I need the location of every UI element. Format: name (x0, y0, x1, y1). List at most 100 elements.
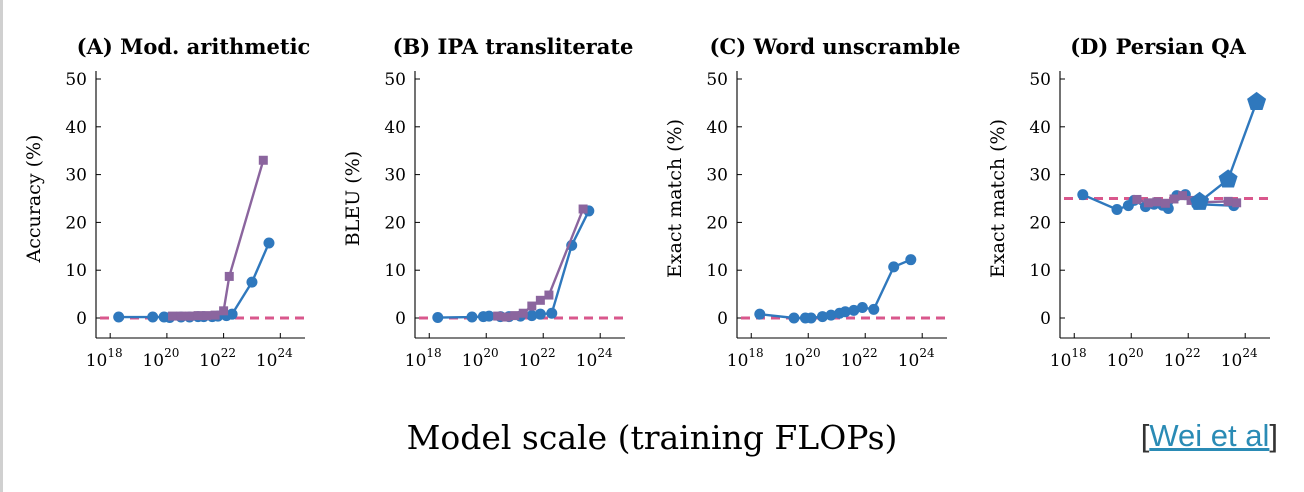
citation-close-bracket: ] (1269, 418, 1278, 453)
x-tick-base: 10 (142, 351, 164, 371)
data-point-square (510, 311, 520, 321)
citation-link[interactable]: Wei et al (1149, 418, 1270, 453)
data-point-circle (263, 237, 275, 249)
x-axis-title: Model scale (training FLOPs) (406, 418, 898, 457)
series-line-0 (759, 258, 912, 320)
x-tick-base: 10 (86, 351, 108, 371)
x-tick-base: 10 (405, 351, 427, 371)
data-point-square (1223, 196, 1233, 206)
x-tick-base: 10 (727, 351, 749, 371)
x-tick-label: 1020 (142, 346, 179, 371)
data-point-circle (788, 312, 800, 324)
data-point-square (493, 311, 503, 321)
x-tick-exponent: 18 (426, 346, 441, 360)
x-tick-label: 1024 (256, 346, 293, 371)
data-point-square (185, 311, 195, 321)
data-point-circle (147, 311, 159, 323)
panel-title: (B) IPA transliterate (393, 34, 634, 59)
x-tick-exponent: 20 (1128, 346, 1143, 360)
y-tick-label: 10 (384, 261, 406, 281)
y-tick-label: 40 (706, 118, 728, 138)
y-tick-label: 10 (65, 261, 87, 281)
y-tick-label: 40 (65, 118, 87, 138)
x-tick-exponent: 22 (221, 346, 236, 360)
x-tick-exponent: 22 (862, 346, 877, 360)
x-tick-exponent: 24 (919, 346, 935, 360)
y-tick-label: 20 (1029, 213, 1051, 233)
data-point-square (176, 311, 186, 321)
y-axis-label: BLEU (%) (342, 151, 364, 246)
data-point-circle (113, 311, 125, 323)
x-tick-exponent: 18 (748, 346, 763, 360)
data-point-circle (466, 311, 478, 323)
x-tick-base: 10 (841, 351, 863, 371)
data-point-square (527, 301, 537, 311)
x-tick-base: 10 (1050, 351, 1072, 371)
x-tick-label: 1020 (462, 346, 499, 371)
data-point-square (1169, 194, 1179, 204)
panel-title: (A) Mod. arithmetic (77, 34, 311, 59)
y-tick-label: 50 (706, 70, 728, 90)
x-tick-exponent: 18 (107, 346, 122, 360)
x-tick-base: 10 (784, 351, 806, 371)
x-tick-label: 1018 (1050, 346, 1087, 371)
data-point-circle (1111, 203, 1123, 215)
citation[interactable]: [Wei et al] (1141, 418, 1278, 454)
y-tick-label: 0 (717, 309, 728, 329)
x-tick-base: 10 (898, 351, 920, 371)
x-tick-label: 1018 (86, 346, 123, 371)
data-point-square (1152, 197, 1162, 207)
data-point-square (219, 306, 229, 316)
x-tick-base: 10 (256, 351, 278, 371)
x-tick-label: 1022 (1164, 346, 1201, 371)
data-point-pentagon (1190, 191, 1210, 210)
data-point-circle (888, 261, 900, 273)
x-tick-base: 10 (519, 351, 541, 371)
panel-title: (D) Persian QA (1070, 34, 1246, 59)
y-tick-label: 20 (384, 213, 406, 233)
data-point-square (535, 295, 545, 305)
x-tick-base: 10 (1107, 351, 1129, 371)
y-tick-label: 50 (384, 70, 406, 90)
data-point-square (544, 290, 554, 300)
x-tick-label: 1024 (576, 346, 613, 371)
data-point-circle (546, 307, 558, 319)
y-axis-label: Exact match (%) (987, 119, 1009, 278)
x-tick-base: 10 (1164, 351, 1186, 371)
y-tick-label: 50 (65, 70, 87, 90)
y-tick-label: 30 (1029, 166, 1051, 186)
x-tick-exponent: 20 (805, 346, 820, 360)
y-tick-label: 40 (1029, 118, 1051, 138)
data-point-square (1132, 194, 1142, 204)
data-point-circle (226, 308, 238, 320)
x-tick-label: 1024 (898, 346, 935, 371)
y-tick-label: 30 (706, 166, 728, 186)
y-tick-label: 0 (76, 309, 87, 329)
data-point-square (501, 312, 511, 322)
data-point-circle (534, 308, 546, 320)
x-tick-base: 10 (199, 351, 221, 371)
data-point-circle (856, 301, 868, 313)
data-point-square (193, 311, 203, 321)
panel-title: (C) Word unscramble (710, 34, 961, 59)
x-tick-exponent: 24 (277, 346, 293, 360)
data-point-pentagon (1218, 169, 1238, 188)
data-point-square (258, 155, 268, 165)
y-tick-label: 30 (65, 166, 87, 186)
data-point-square (518, 308, 528, 318)
series-line-0 (437, 210, 590, 319)
data-point-circle (483, 310, 495, 322)
data-point-circle (905, 254, 917, 266)
citation-open-bracket: [ (1140, 418, 1150, 453)
x-tick-label: 1018 (727, 346, 764, 371)
x-tick-exponent: 22 (1185, 346, 1200, 360)
data-point-circle (1077, 189, 1089, 201)
x-tick-label: 1022 (199, 346, 236, 371)
series-line-0 (118, 242, 271, 319)
y-tick-label: 0 (395, 309, 406, 329)
x-tick-exponent: 24 (1242, 346, 1258, 360)
x-tick-exponent: 24 (597, 346, 613, 360)
